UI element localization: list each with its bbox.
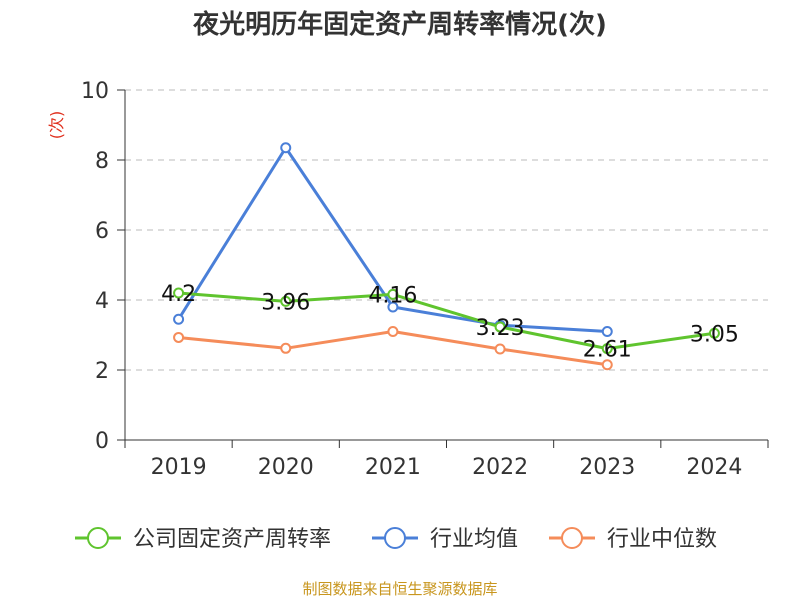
data-point (601, 326, 613, 337)
data-point (601, 343, 613, 355)
x-tick-label: 2019 (151, 455, 207, 480)
data-point (387, 326, 399, 337)
legend-marker (87, 527, 109, 549)
data-point (387, 288, 399, 300)
y-tick-label: 10 (81, 79, 109, 104)
y-axis-unit-label: (次) (47, 111, 66, 140)
legend-marker (384, 527, 406, 549)
data-point (173, 331, 185, 343)
data-label: 2.61 (583, 338, 632, 363)
x-tick-label: 2023 (579, 455, 635, 480)
data-point (708, 327, 720, 339)
x-tick-label: 2022 (472, 455, 528, 480)
data-point (173, 313, 185, 325)
legend-label: 公司固定资产周转率 (133, 527, 331, 552)
data-label: 3.05 (690, 322, 739, 347)
data-point (173, 287, 185, 299)
chart-title: 夜光明历年固定资产周转率情况(次) (193, 10, 607, 40)
data-point (601, 359, 613, 371)
x-tick-label: 2020 (258, 455, 314, 480)
data-point (387, 301, 399, 313)
legend-label: 行业均值 (430, 527, 518, 552)
data-label: 3.23 (476, 316, 525, 341)
data-label: 4.2 (161, 282, 196, 307)
y-tick-label: 0 (95, 429, 109, 454)
source-note: 制图数据来自恒生聚源数据库 (302, 580, 498, 598)
legend-label: 行业中位数 (607, 527, 717, 552)
data-label: 4.16 (368, 283, 417, 308)
x-tick-label: 2021 (365, 455, 421, 480)
data-point (280, 142, 292, 154)
x-tick-label: 2024 (686, 455, 742, 480)
y-tick-label: 6 (95, 219, 109, 244)
y-tick-label: 4 (95, 289, 109, 314)
data-label: 3.96 (261, 290, 310, 315)
legend-marker (561, 527, 583, 549)
data-point (280, 295, 292, 307)
series-line (178, 291, 715, 351)
data-point (494, 321, 506, 333)
data-point (280, 342, 292, 354)
y-tick-label: 2 (95, 359, 109, 384)
data-point (494, 343, 506, 355)
y-tick-label: 8 (95, 149, 109, 174)
